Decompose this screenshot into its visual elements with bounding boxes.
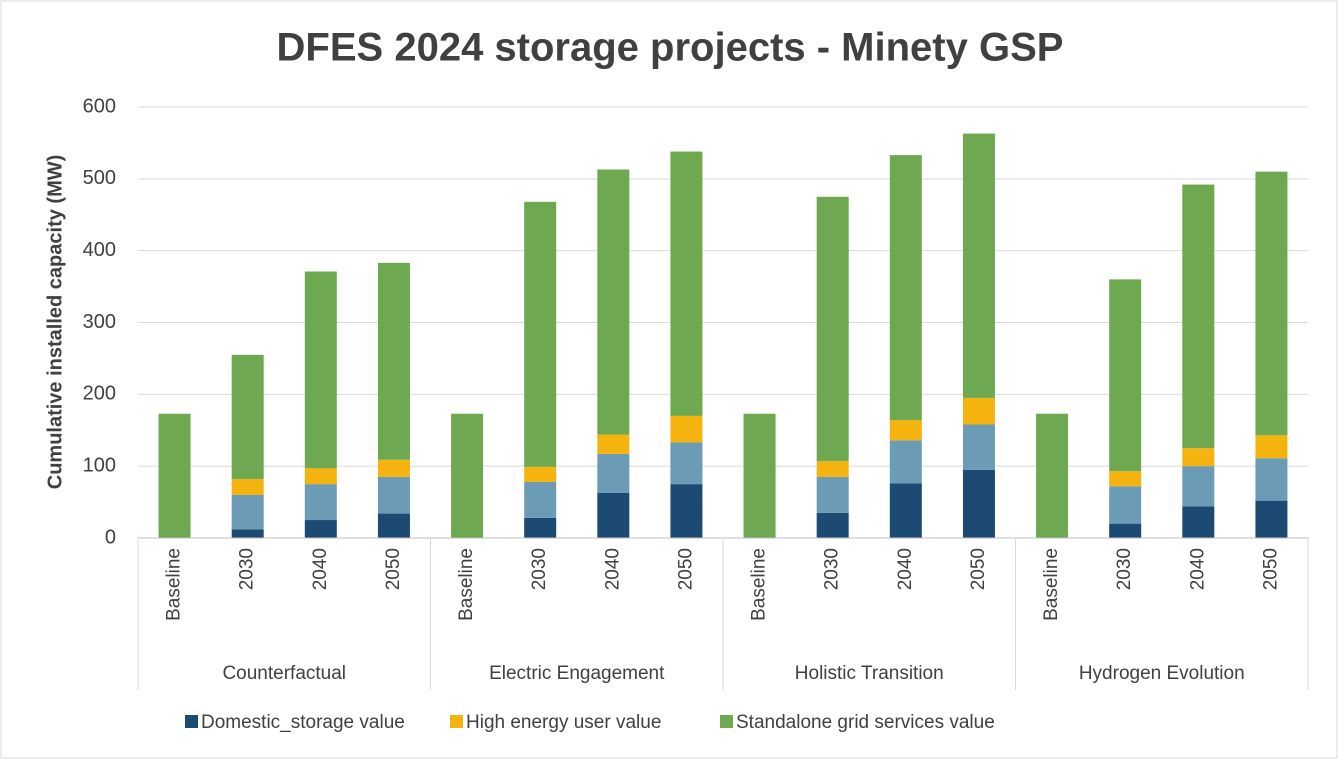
- bar-segment: [451, 413, 484, 538]
- bar-segment: [962, 397, 995, 425]
- bar-segment: [1182, 466, 1215, 507]
- bar-segment: [304, 484, 337, 521]
- x-tick-label: 2040: [895, 548, 916, 590]
- bar-segment: [962, 469, 995, 538]
- bar-segment: [1109, 486, 1142, 524]
- bar-segment: [158, 413, 191, 538]
- legend-label: High energy user value: [466, 712, 661, 733]
- bar-segment: [524, 481, 557, 518]
- bar-segment: [231, 529, 264, 538]
- bar-segment: [962, 424, 995, 470]
- bar-segment: [1255, 435, 1288, 459]
- legend-label: Domestic_storage value: [201, 712, 405, 733]
- x-tick-label: 2030: [237, 548, 258, 590]
- bar-segment: [1036, 413, 1069, 538]
- bar-segment: [962, 133, 995, 398]
- bar-segment: [377, 476, 410, 514]
- y-tick-label: 600: [83, 95, 116, 117]
- bar-segment: [304, 468, 337, 485]
- x-tick-label: Baseline: [164, 548, 185, 621]
- bar-segment: [231, 479, 264, 495]
- x-tick-label: 2030: [822, 548, 843, 590]
- bar-segment: [1109, 471, 1142, 487]
- y-tick-label: 200: [83, 383, 116, 405]
- bar-segment: [670, 442, 703, 485]
- y-axis-title: Cumulative installed capacity (MW): [44, 155, 66, 490]
- bar-segment: [597, 453, 630, 493]
- bar-segment: [304, 520, 337, 538]
- bar-segment: [377, 459, 410, 477]
- bar-segment: [231, 494, 264, 530]
- bar-segment: [597, 492, 630, 538]
- legend-swatch: [450, 715, 463, 728]
- y-tick-label: 300: [83, 311, 116, 333]
- bar-segment: [304, 271, 337, 469]
- bar-segment: [377, 262, 410, 460]
- bar-segment: [1255, 171, 1288, 436]
- group-label: Hydrogen Evolution: [1079, 663, 1245, 684]
- bar-segment: [670, 415, 703, 443]
- legend-label: Standalone grid services value: [736, 712, 995, 733]
- legend-swatch: [720, 715, 733, 728]
- bar-segment: [816, 196, 849, 462]
- bar-segment: [670, 151, 703, 416]
- x-tick-label: Baseline: [749, 548, 770, 621]
- bar-segment: [1109, 523, 1142, 538]
- x-tick-label: 2050: [1260, 548, 1281, 590]
- group-label: Holistic Transition: [795, 663, 944, 684]
- bar-segment: [1182, 184, 1215, 449]
- bar-segment: [524, 517, 557, 538]
- x-tick-label: 2050: [968, 548, 989, 590]
- x-tick-label: 2030: [529, 548, 550, 590]
- y-tick-label: 500: [83, 167, 116, 189]
- bar-segment: [1109, 279, 1142, 472]
- bar-segment: [816, 512, 849, 538]
- x-tick-label: 2050: [383, 548, 404, 590]
- bar-segment: [889, 483, 922, 538]
- bar-segment: [524, 201, 557, 467]
- bar-segment: [1182, 506, 1215, 538]
- y-tick-label: 0: [105, 526, 116, 548]
- bar-segment: [597, 434, 630, 454]
- bar-segment: [670, 484, 703, 538]
- bar-segment: [231, 354, 264, 480]
- group-label: Electric Engagement: [489, 663, 665, 684]
- bar-segment: [377, 513, 410, 538]
- x-tick-label: Baseline: [456, 548, 477, 621]
- x-tick-label: 2040: [310, 548, 331, 590]
- bar-segment: [816, 461, 849, 477]
- bar-segment: [597, 169, 630, 435]
- group-label: Counterfactual: [222, 663, 346, 684]
- y-tick-label: 100: [83, 454, 116, 476]
- bar-segment: [889, 420, 922, 441]
- bar-segment: [889, 440, 922, 484]
- bar-segment: [524, 466, 557, 482]
- y-tick-label: 400: [83, 239, 116, 261]
- bar-segment: [1255, 458, 1288, 501]
- x-tick-label: Baseline: [1041, 548, 1062, 621]
- bar-segment: [889, 155, 922, 421]
- legend-swatch: [185, 715, 198, 728]
- bar-segment: [1255, 500, 1288, 538]
- bar-segment: [743, 413, 776, 538]
- x-tick-label: 2040: [1187, 548, 1208, 590]
- x-tick-label: 2050: [675, 548, 696, 590]
- chart-title: DFES 2024 storage projects - Minety GSP: [277, 26, 1064, 70]
- x-tick-label: 2040: [602, 548, 623, 590]
- bar-segment: [816, 476, 849, 513]
- bar-segment: [1182, 448, 1215, 467]
- x-tick-label: 2030: [1114, 548, 1135, 590]
